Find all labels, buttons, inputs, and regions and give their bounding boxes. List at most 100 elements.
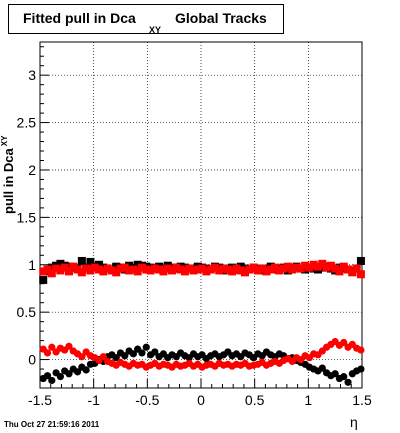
x-tick-label: 1 <box>304 392 312 408</box>
data-point-square <box>77 268 86 277</box>
data-point-square <box>210 263 219 272</box>
data-point-square <box>206 265 215 274</box>
data-point-square <box>120 263 129 272</box>
data-point-square <box>266 265 275 274</box>
data-point-circle <box>344 378 352 386</box>
data-point-square <box>142 265 151 274</box>
data-point-square <box>344 265 353 274</box>
data-point-square <box>95 260 104 269</box>
data-point-circle <box>331 370 339 378</box>
data-point-square <box>39 275 48 284</box>
data-point-square <box>232 264 241 273</box>
data-point-square <box>185 264 194 273</box>
data-point-circle <box>78 353 86 361</box>
data-point-square <box>292 263 301 272</box>
y-axis-label-wrap: pull in DcaXY <box>0 128 25 238</box>
y-tick-label: 0 <box>28 352 36 368</box>
data-point-square <box>356 256 365 265</box>
data-point-square <box>262 267 271 276</box>
data-point-circle <box>340 338 348 347</box>
data-point-square <box>275 266 284 275</box>
data-point-square <box>193 265 202 274</box>
data-point-square <box>198 264 207 273</box>
data-point-square <box>112 262 121 271</box>
data-point-square <box>309 260 318 269</box>
axes: -1.5 -1 -0.5 0 0.5 1 1.5 0 0.5 1 1.5 2 2.5 3 <box>17 46 372 408</box>
data-point-square <box>301 261 310 270</box>
data-point-square <box>64 267 73 276</box>
data-point-square <box>288 265 297 274</box>
data-point-square <box>326 261 335 270</box>
y-axis-label-text: pull in Dca <box>1 148 16 214</box>
data-point-square <box>223 265 232 274</box>
data-point-square <box>133 267 142 276</box>
data-point-square <box>339 262 348 271</box>
data-point-square <box>99 267 108 276</box>
title-main: Fitted pull in Dca <box>23 10 136 26</box>
data-point-square <box>236 266 245 275</box>
grid <box>39 42 363 388</box>
data-point-square <box>86 266 95 275</box>
x-tick-label: 0.5 <box>245 392 265 408</box>
data-point-circle <box>121 352 129 360</box>
data-point-square <box>279 264 288 273</box>
data-point-square <box>155 265 164 274</box>
data-point-square <box>215 266 224 275</box>
data-point-square <box>107 266 116 275</box>
footer-timestamp: Thu Oct 27 21:59:16 2011 <box>4 420 100 429</box>
data-point-circle <box>357 346 365 354</box>
data-point-square <box>348 268 357 277</box>
data-point-square <box>64 262 73 271</box>
data-point-square <box>60 263 69 272</box>
data-point-square <box>241 268 250 277</box>
y-tick-label: 3 <box>28 67 36 83</box>
data-point-circle <box>151 348 159 356</box>
data-point-square <box>176 265 185 274</box>
title-rest: Global Tracks <box>175 10 267 26</box>
data-point-square <box>168 266 177 275</box>
data-point-circle <box>82 366 90 374</box>
data-point-square <box>318 259 327 268</box>
data-point-square <box>180 267 189 276</box>
data-point-circle <box>357 365 365 373</box>
data-point-square <box>133 260 142 269</box>
title-box: Fitted pull in Dca XY Global Tracks <box>8 4 284 35</box>
data-point-square <box>82 264 91 273</box>
data-point-square <box>172 263 181 272</box>
data-point-square <box>103 264 112 273</box>
data-point-square <box>125 261 134 270</box>
x-tick-label: 1.5 <box>352 392 372 408</box>
y-tick-label: 2.5 <box>17 115 37 131</box>
data-point-circle <box>112 354 120 362</box>
data-point-circle <box>48 343 56 351</box>
data-point-square <box>331 264 340 273</box>
data-point-square <box>86 257 95 266</box>
data-point-square <box>352 264 361 273</box>
x-tick-label: -1 <box>87 392 100 408</box>
y-axis-label: pull in DcaXY <box>0 136 16 214</box>
data-point-square <box>249 263 258 272</box>
data-point-square <box>335 267 344 276</box>
x-tick-label: 0 <box>197 392 205 408</box>
data-point-square <box>189 266 198 275</box>
data-point-square <box>219 264 228 273</box>
data-point-square <box>356 270 365 279</box>
data-point-square <box>163 264 172 273</box>
x-tick-label: -1.5 <box>28 392 52 408</box>
data-point-square <box>116 264 125 273</box>
data-point-square <box>125 266 134 275</box>
data-point-square <box>52 264 61 273</box>
data-point-square <box>271 263 280 272</box>
data-point-square <box>90 263 99 272</box>
x-tick-label: -0.5 <box>135 392 159 408</box>
data-point-circle <box>48 376 56 385</box>
data-point-square <box>313 262 322 271</box>
data-point-square <box>258 264 267 273</box>
data-point-square <box>228 267 237 276</box>
data-point-square <box>202 267 211 276</box>
y-tick-label: 2 <box>28 162 36 178</box>
data-point-square <box>129 265 138 274</box>
data-point-square <box>245 265 254 274</box>
data-point-square <box>253 266 262 275</box>
